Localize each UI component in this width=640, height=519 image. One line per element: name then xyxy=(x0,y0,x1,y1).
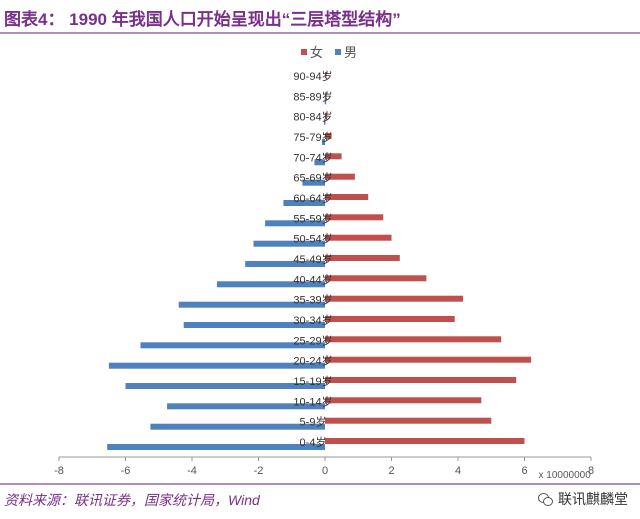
bar-female-40-44岁 xyxy=(325,275,427,282)
chart-legend: 女男 xyxy=(301,45,357,61)
watermark-text: 联讯麒麟堂 xyxy=(558,491,628,507)
category-label: 45-49岁 xyxy=(293,252,332,266)
bar-female-90-94岁 xyxy=(325,72,327,78)
bar-male-30-34岁 xyxy=(183,322,325,328)
bar-female-55-59岁 xyxy=(325,214,384,221)
category-label: 40-44岁 xyxy=(293,272,332,286)
bar-female-70-74岁 xyxy=(325,153,342,160)
bar-male-40-44岁 xyxy=(216,281,325,288)
bar-female-0-4岁 xyxy=(325,438,525,444)
page-title: 图表4： 1990 年我国人口开始呈现出“三层塔型结构” xyxy=(4,10,401,29)
bar-female-45-49岁 xyxy=(325,255,400,261)
bar-female-25-29岁 xyxy=(325,336,502,343)
category-label: 75-79岁 xyxy=(293,130,332,144)
category-label: 70-74岁 xyxy=(293,150,332,164)
x-tick-label: -4 xyxy=(187,465,197,477)
category-label: 65-69岁 xyxy=(293,171,332,185)
bar-male-50-54岁 xyxy=(253,240,325,247)
bar-female-35-39岁 xyxy=(325,295,463,302)
x-tick-label: 0 xyxy=(322,465,328,477)
source-note: 资料来源：联讯证券，国家统计局，Wind xyxy=(4,492,260,508)
legend-swatch-female xyxy=(301,49,307,55)
bar-male-55-59岁 xyxy=(265,220,325,227)
x-tick-label: -6 xyxy=(121,465,131,477)
x-tick-label: 4 xyxy=(455,465,461,477)
x-axis: -8 -6 -4 -2 0 2 4 6 8x 10000000 xyxy=(54,456,594,480)
category-label: 15-19岁 xyxy=(293,374,332,388)
bar-female-65-69岁 xyxy=(325,173,355,180)
population-pyramid-chart: 女男 -8 -6 -4 -2 0 2 4 6 8x 10000000 0-4岁5-9岁10-14… xyxy=(54,45,594,480)
x-axis-unit: x 10000000 xyxy=(539,470,592,480)
bar-male-35-39岁 xyxy=(178,301,325,308)
bar-female-80-84岁 xyxy=(325,112,328,119)
wechat-icon xyxy=(538,492,554,506)
bar-male-75-79岁 xyxy=(322,139,325,145)
bar-male-85-89岁 xyxy=(324,98,327,105)
bar-male-60-64岁 xyxy=(283,200,325,206)
bar-female-85-89岁 xyxy=(325,92,327,99)
category-label: 55-59岁 xyxy=(293,211,332,225)
category-label: 20-24岁 xyxy=(293,354,332,368)
x-tick-label: -8 xyxy=(54,465,64,477)
title-bar: 图表4： 1990 年我国人口开始呈现出“三层塔型结构” xyxy=(0,0,640,34)
category-label: 5-9岁 xyxy=(300,415,327,429)
x-tick-label: 8 xyxy=(588,465,594,477)
bar-female-15-19岁 xyxy=(325,377,517,383)
category-label: 60-64岁 xyxy=(293,191,332,205)
bar-male-20-24岁 xyxy=(108,362,326,369)
bar-male-25-29岁 xyxy=(140,342,325,349)
title-divider xyxy=(0,32,640,34)
bar-female-5-9岁 xyxy=(325,417,492,424)
chart-bars xyxy=(107,72,532,450)
bar-female-60-64岁 xyxy=(325,194,369,200)
bar-female-30-34岁 xyxy=(325,316,455,322)
category-label: 30-34岁 xyxy=(293,313,332,327)
category-label: 85-89岁 xyxy=(293,89,332,103)
bar-female-50-54岁 xyxy=(325,234,392,241)
bar-male-5-9岁 xyxy=(150,423,325,430)
category-label: 90-94岁 xyxy=(293,69,332,83)
bar-female-75-79岁 xyxy=(325,133,332,139)
bar-male-70-74岁 xyxy=(314,159,325,166)
bar-male-45-49岁 xyxy=(245,261,325,267)
category-label: 10-14岁 xyxy=(293,394,332,408)
category-label: 0-4岁 xyxy=(300,435,327,449)
category-labels: 0-4岁 5-9岁 10-14岁 15-19岁 20-24岁 25-29岁 30-34岁 35… xyxy=(293,69,332,449)
bar-female-20-24岁 xyxy=(325,356,532,363)
legend-label-female: 女 xyxy=(310,45,323,61)
bar-male-0-4岁 xyxy=(107,444,325,450)
x-tick-label: 6 xyxy=(521,465,527,477)
bar-male-80-84岁 xyxy=(324,118,326,125)
x-tick-label: -2 xyxy=(254,465,264,477)
category-label: 80-84岁 xyxy=(293,110,332,124)
watermark: 联讯麒麟堂 xyxy=(538,489,628,509)
x-tick-label: 2 xyxy=(388,465,394,477)
bar-male-15-19岁 xyxy=(125,383,325,389)
bar-male-10-14岁 xyxy=(167,403,325,410)
category-label: 35-39岁 xyxy=(293,293,332,307)
legend-label-male: 男 xyxy=(344,46,357,61)
legend-swatch-male xyxy=(335,49,341,55)
footer-divider xyxy=(0,483,640,485)
category-label: 25-29岁 xyxy=(293,333,332,347)
bar-male-65-69岁 xyxy=(302,179,325,186)
bar-female-10-14岁 xyxy=(325,397,482,404)
category-label: 50-54岁 xyxy=(293,232,332,246)
